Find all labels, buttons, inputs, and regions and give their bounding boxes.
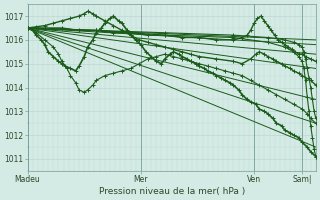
X-axis label: Pression niveau de la mer( hPa ): Pression niveau de la mer( hPa ) xyxy=(99,187,245,196)
